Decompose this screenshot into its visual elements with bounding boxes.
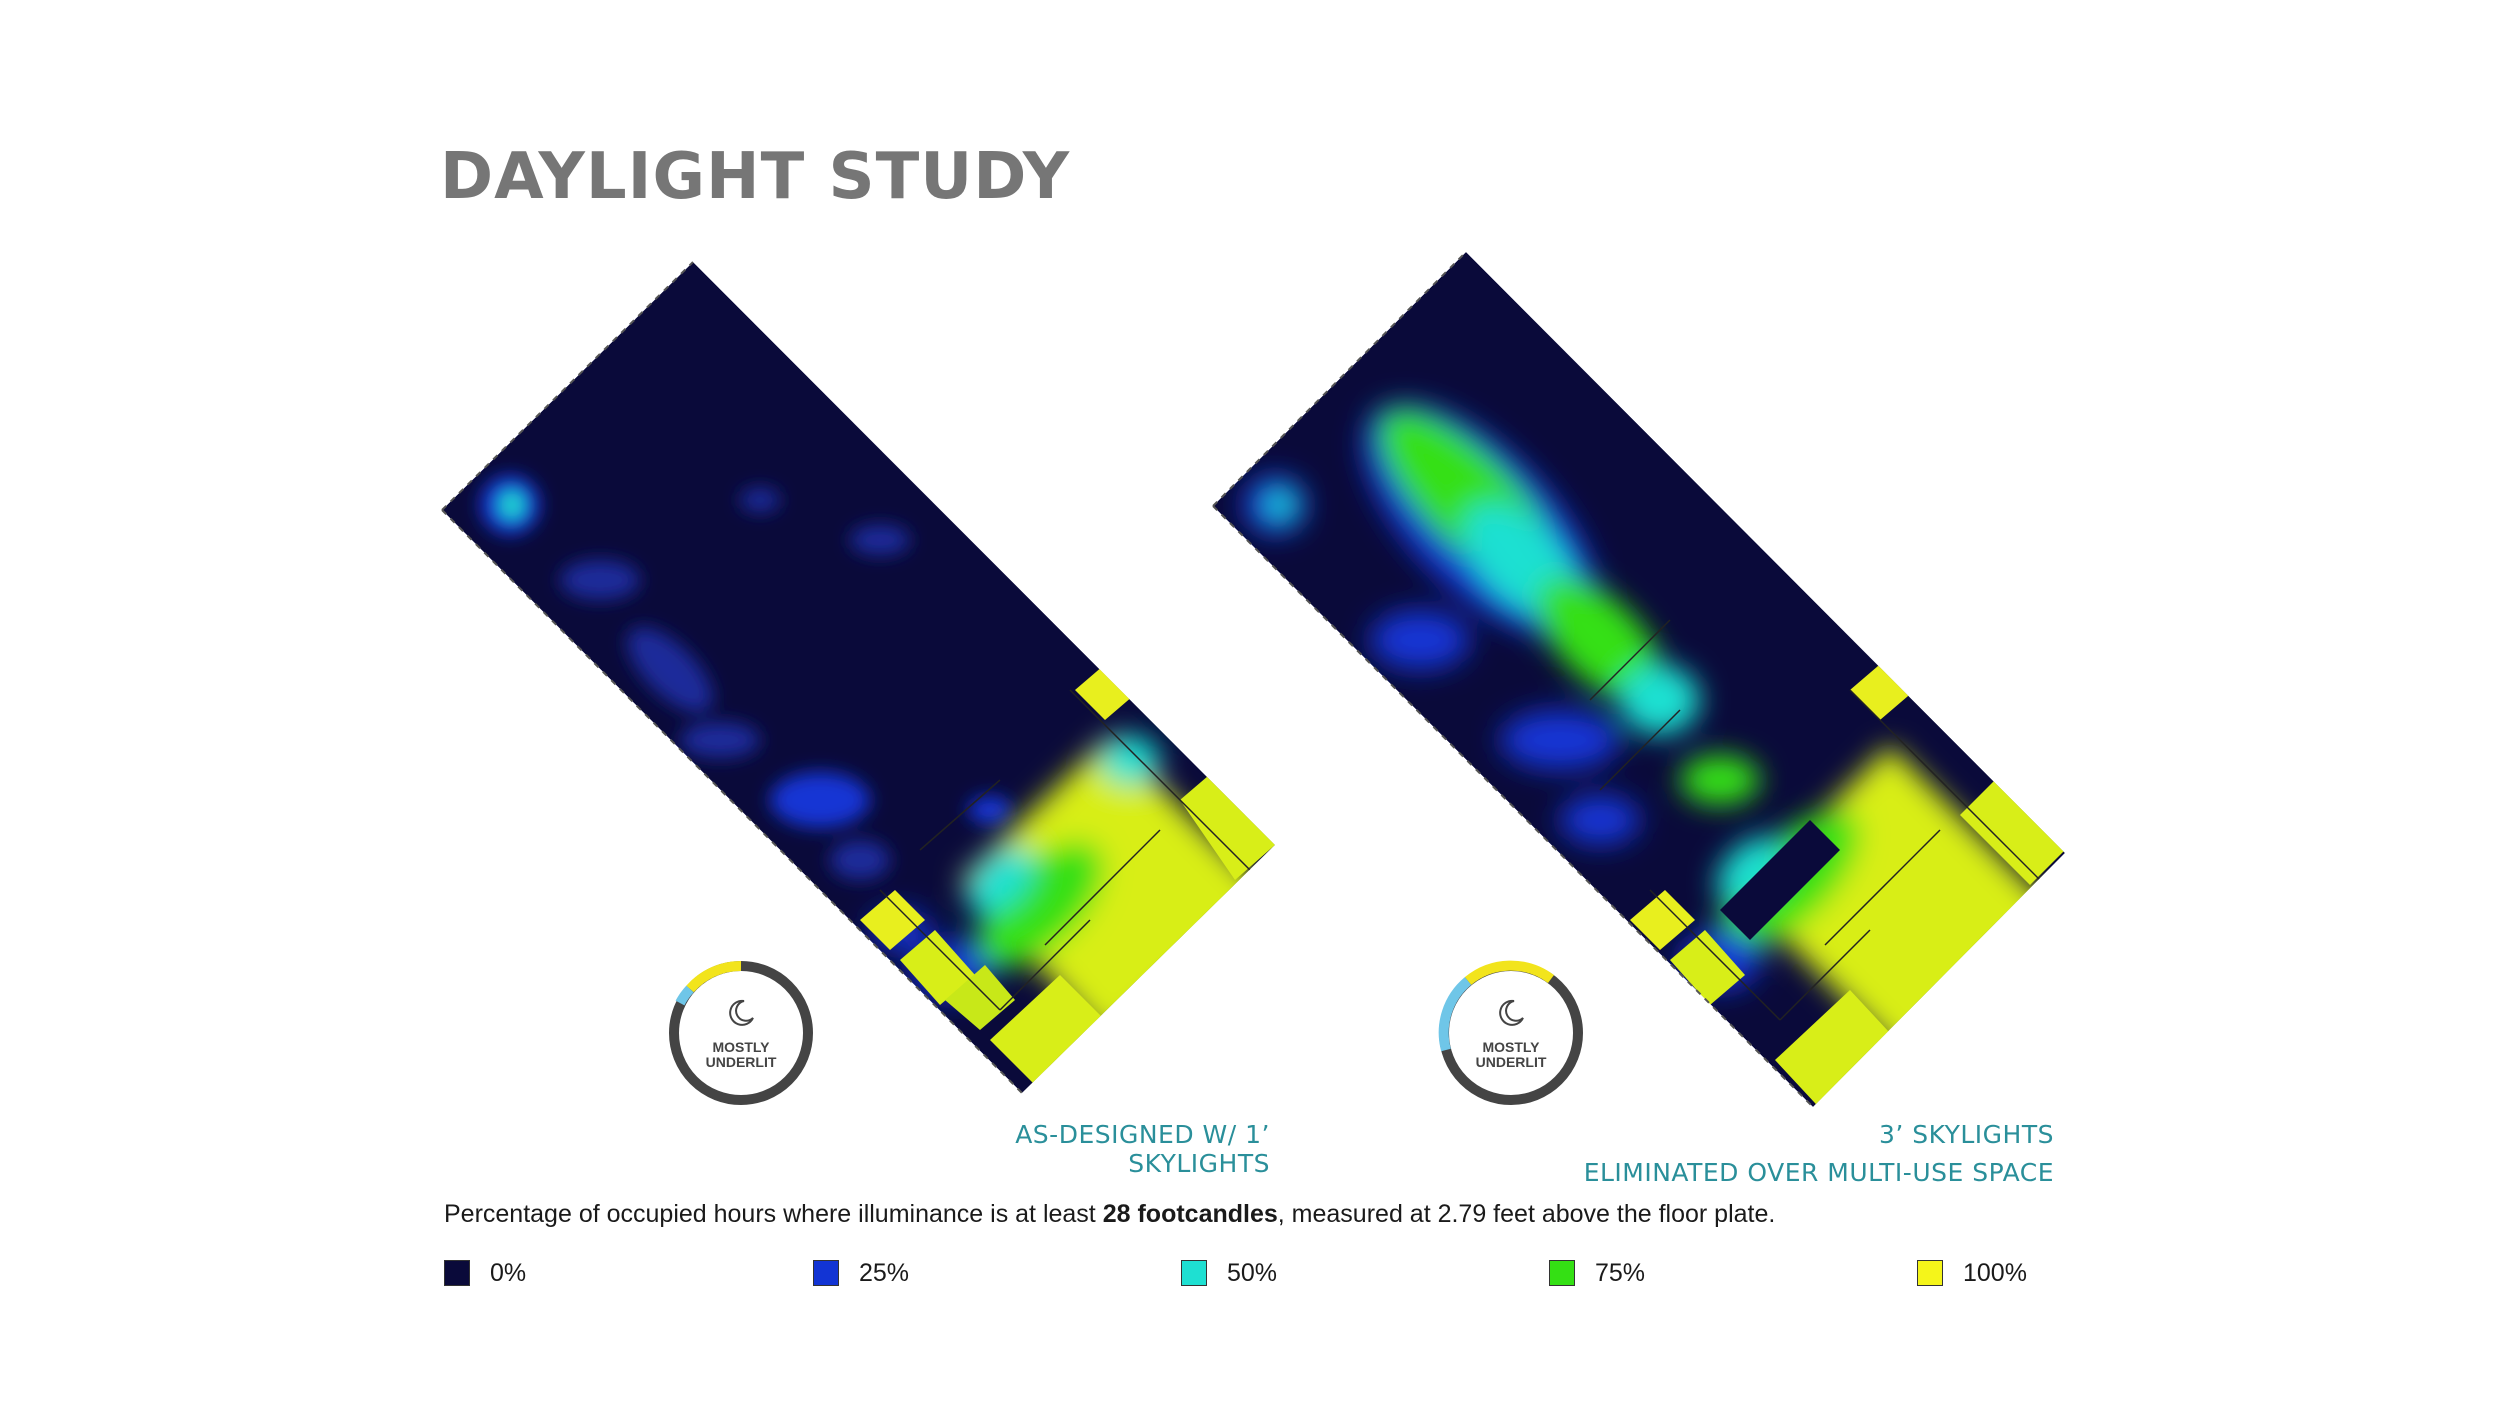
- badge-label: MOSTLY UNDERLIT: [1436, 1040, 1586, 1070]
- plan-as-designed: [442, 262, 1275, 1093]
- legend-item-0: 0%: [444, 1258, 526, 1288]
- note-suffix: , measured at 2.79 feet above the floor …: [1277, 1200, 1776, 1228]
- note-bold: 28 footcandles: [1102, 1200, 1278, 1228]
- caption-3ft-skylights: 3’ SKYLIGHTS ELIMINATED OVER MULTI-USE S…: [1560, 1116, 2054, 1192]
- legend-label: 100%: [1963, 1258, 2027, 1287]
- legend-swatch: [444, 1260, 470, 1286]
- legend-swatch: [1917, 1260, 1943, 1286]
- badge-label: MOSTLY UNDERLIT: [666, 1040, 816, 1070]
- caption-line: AS-DESIGNED W/ 1’ SKYLIGHTS: [1015, 1120, 1270, 1178]
- underlit-badge-3ft: MOSTLY UNDERLIT: [1436, 958, 1586, 1108]
- illuminance-note: Percentage of occupied hours where illum…: [444, 1200, 1775, 1229]
- moon-icon: [729, 999, 754, 1026]
- legend-swatch: [813, 1260, 839, 1286]
- moon-icon: [1499, 999, 1524, 1026]
- legend-swatch: [1181, 1260, 1207, 1286]
- legend-label: 0%: [490, 1258, 527, 1287]
- legend-swatch: [1549, 1260, 1575, 1286]
- underlit-badge-as-designed: MOSTLY UNDERLIT: [666, 958, 816, 1108]
- note-prefix: Percentage of occupied hours where illum…: [444, 1200, 1103, 1228]
- badge-line-2: UNDERLIT: [1475, 1054, 1547, 1070]
- badge-line-1: MOSTLY: [712, 1039, 770, 1055]
- badge-line-2: UNDERLIT: [705, 1054, 777, 1070]
- legend-item-2: 50%: [1181, 1258, 1277, 1288]
- legend-item-4: 100%: [1917, 1258, 2027, 1288]
- ring-gauge: [669, 960, 813, 1105]
- legend-item-3: 75%: [1549, 1258, 1645, 1288]
- page-title: DAYLIGHT STUDY: [440, 140, 1071, 214]
- legend-label: 75%: [1595, 1258, 1646, 1287]
- ring-gauge: [1438, 960, 1583, 1105]
- legend-item-1: 25%: [813, 1258, 909, 1288]
- legend-label: 50%: [1227, 1258, 1278, 1287]
- plan-3ft-skylights: [1213, 252, 2065, 1107]
- caption-as-designed: AS-DESIGNED W/ 1’ SKYLIGHTS: [886, 1120, 1270, 1178]
- caption-line: ELIMINATED OVER MULTI-USE SPACE: [1583, 1158, 2054, 1187]
- badge-line-1: MOSTLY: [1482, 1039, 1540, 1055]
- caption-line: 3’ SKYLIGHTS: [1878, 1120, 2054, 1149]
- legend-label: 25%: [859, 1258, 910, 1287]
